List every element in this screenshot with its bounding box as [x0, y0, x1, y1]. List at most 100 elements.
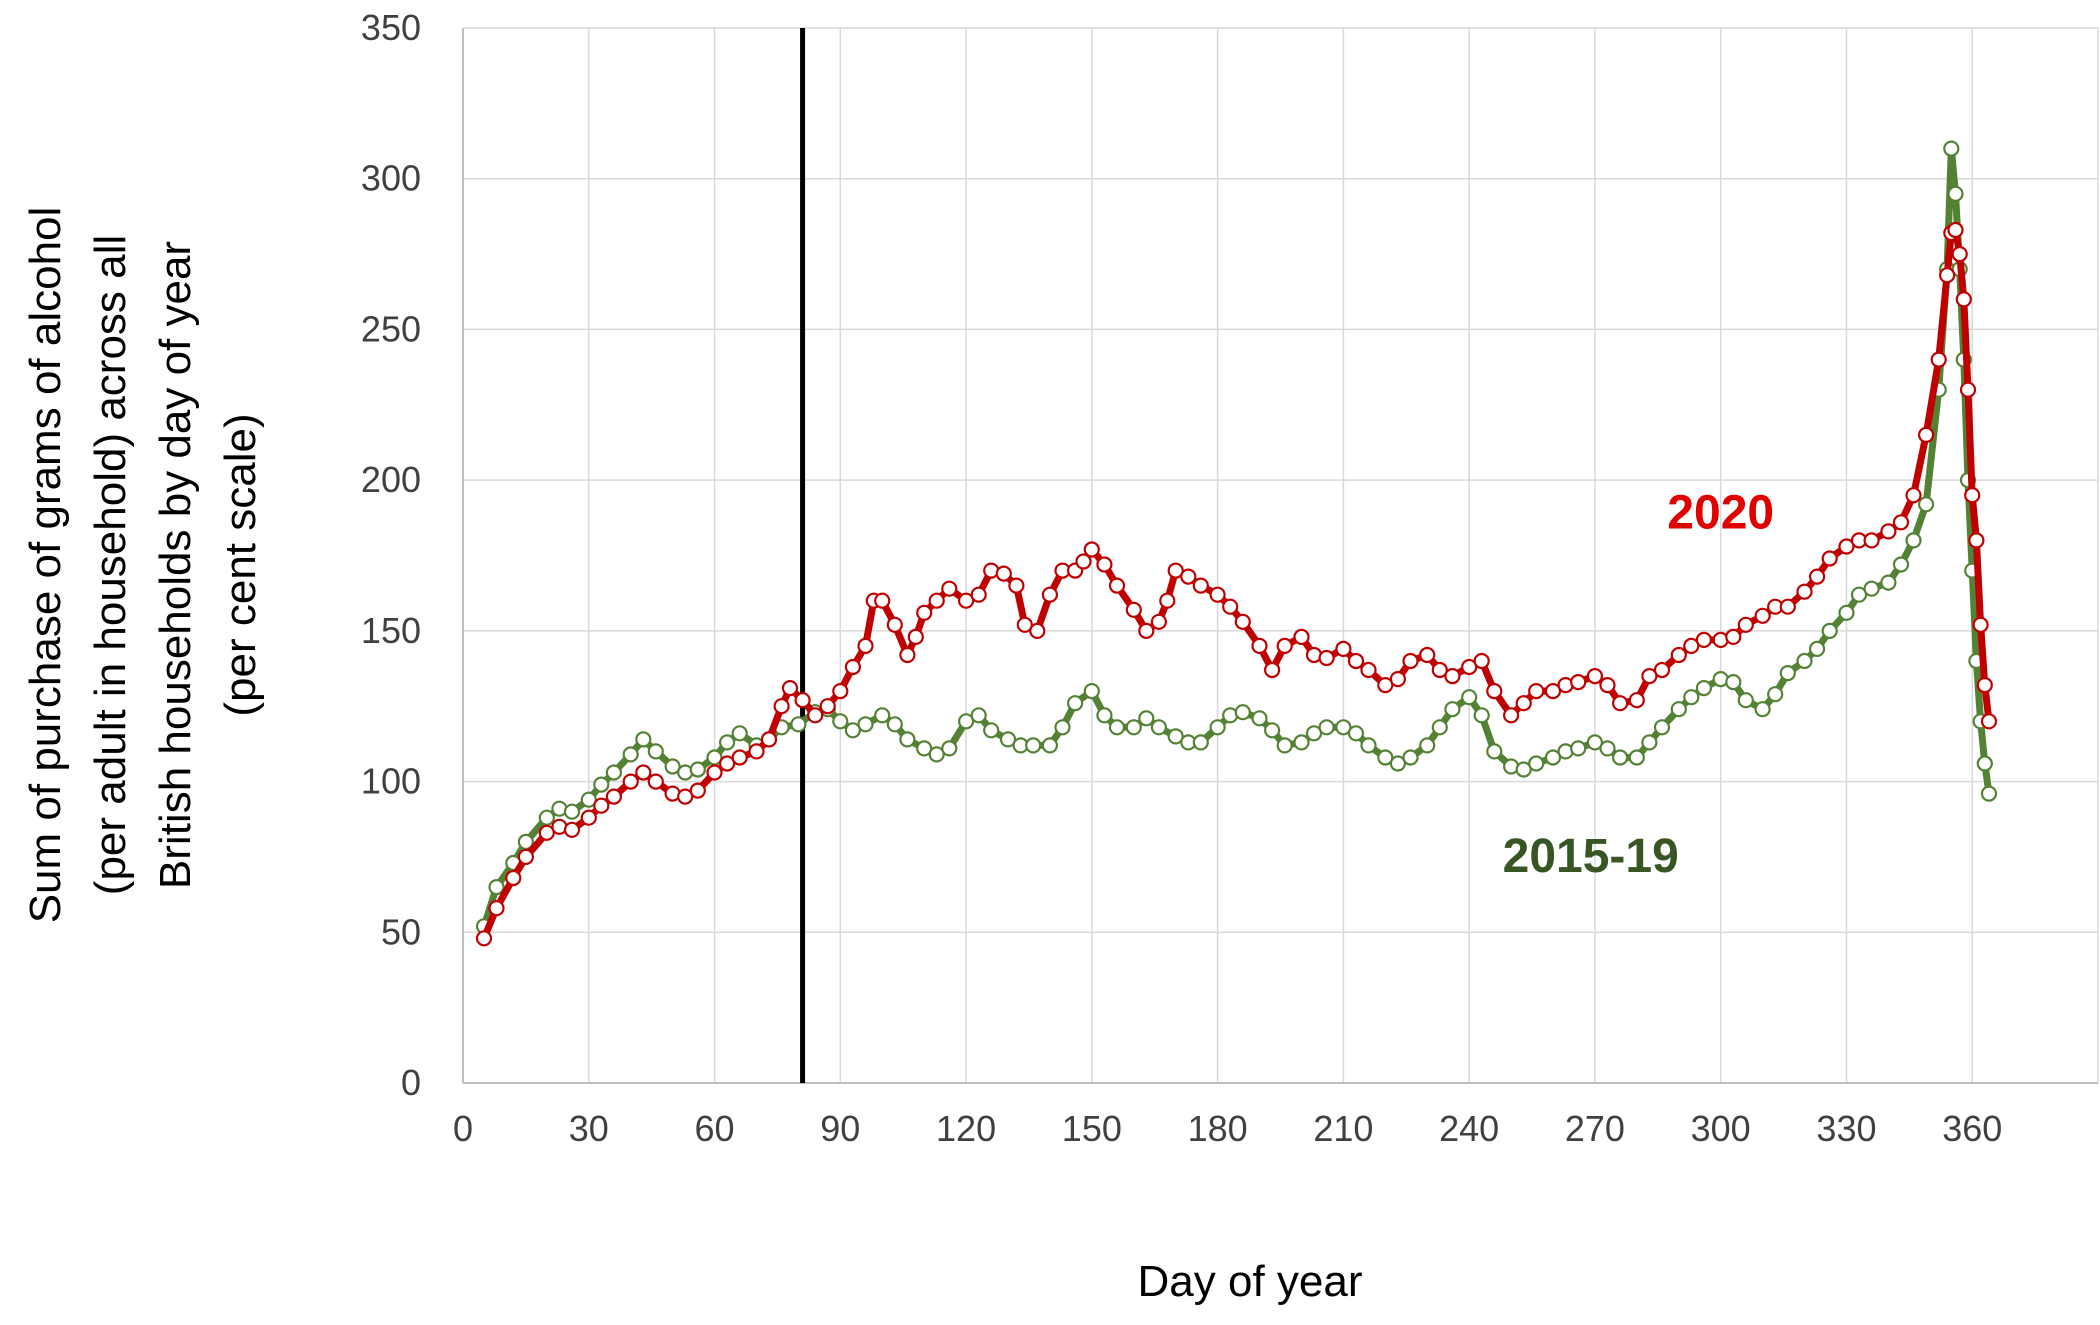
data-point [1473, 707, 1490, 724]
y-tick-label: 0 [401, 1062, 421, 1103]
data-point [1959, 381, 1977, 398]
x-tick-label: 0 [453, 1108, 473, 1149]
x-tick-label: 330 [1816, 1108, 1876, 1149]
data-point [1150, 719, 1168, 736]
data-point [773, 698, 790, 715]
x-tick-label: 360 [1942, 1108, 2002, 1149]
data-point [563, 821, 581, 838]
data-point [1695, 631, 1713, 649]
data-point [1335, 719, 1352, 736]
tick-labels: 0 30 60 90 120 150 180 210 240 270 300 330 360 0 50 100… [361, 7, 2002, 1149]
data-point [1905, 487, 1922, 504]
data-point [916, 740, 933, 757]
data-point [1947, 185, 1964, 202]
data-point [916, 604, 933, 621]
data-point [1586, 734, 1604, 751]
data-point [731, 725, 748, 742]
data-point [1159, 592, 1176, 609]
data-point [1025, 737, 1042, 754]
data-point [1234, 613, 1251, 630]
data-point [1683, 689, 1700, 706]
data-point [1892, 514, 1910, 531]
data-point [1808, 640, 1826, 658]
data-point [1377, 749, 1394, 766]
data-point [1754, 607, 1771, 624]
data-point [1880, 574, 1897, 591]
data-point [819, 698, 836, 715]
data-point [874, 707, 891, 724]
data-point [1167, 728, 1184, 745]
data-point [689, 761, 706, 778]
data-point [1167, 562, 1184, 579]
data-point [1528, 755, 1545, 772]
data-point [1737, 692, 1754, 709]
data-point [1838, 604, 1855, 621]
data-point [790, 716, 807, 733]
y-axis-title-line-1: Sum of purchase of grams of alcohol [21, 207, 70, 924]
x-tick-label: 300 [1691, 1108, 1751, 1149]
data-point [1444, 701, 1461, 718]
data-point [1611, 749, 1629, 766]
data-point [1096, 556, 1113, 573]
data-point [563, 803, 581, 820]
data-point [1670, 646, 1687, 664]
data-point [1850, 586, 1868, 603]
data-point [605, 788, 623, 805]
data-point [1544, 682, 1562, 700]
data-point [1754, 701, 1771, 718]
data-point [1976, 755, 1993, 772]
data-point [1389, 755, 1407, 772]
data-point [731, 749, 748, 766]
data-point [1125, 601, 1142, 618]
data-point [718, 734, 736, 751]
data-point [1628, 692, 1645, 709]
data-point [1234, 704, 1251, 721]
x-tick-label: 210 [1313, 1108, 1373, 1149]
data-point [1917, 426, 1935, 443]
data-point [664, 758, 681, 775]
data-point [1515, 695, 1532, 712]
data-point [1083, 682, 1100, 700]
data-point [538, 809, 555, 826]
data-point [1972, 616, 1989, 633]
data-point [844, 658, 862, 676]
data-point [1725, 673, 1742, 691]
data-point [928, 746, 945, 763]
data-point [1821, 622, 1838, 640]
data-point [1419, 646, 1436, 664]
data-point [1138, 622, 1155, 640]
data-point [857, 716, 874, 733]
data-point [1276, 637, 1293, 655]
data-point [1029, 622, 1046, 640]
data-point [886, 716, 903, 733]
data-point [580, 791, 597, 808]
data-point [832, 682, 849, 700]
data-point [1528, 682, 1545, 700]
data-point [1108, 719, 1126, 736]
data-point [1796, 652, 1813, 670]
data-point [1209, 719, 1226, 736]
data-point [1150, 613, 1168, 630]
data-point [941, 580, 958, 597]
data-point [1360, 661, 1377, 679]
data-point [1461, 658, 1478, 676]
data-point [1544, 749, 1562, 766]
data-point [1943, 140, 1960, 157]
data-point [941, 740, 958, 757]
y-tick-label: 200 [361, 459, 421, 500]
y-axis-title-line-3: British households by day of year [151, 241, 200, 889]
series-label: 2015-19 [1503, 830, 1679, 883]
data-point [1293, 628, 1310, 646]
data-point [1402, 652, 1419, 670]
data-point [475, 930, 493, 947]
data-point [1947, 221, 1964, 239]
data-point [1779, 598, 1796, 615]
data-point [1431, 719, 1448, 736]
data-point [517, 848, 535, 866]
series-label: 2020 [1667, 486, 1774, 539]
data-point [622, 746, 639, 763]
data-point [1444, 667, 1461, 685]
data-point [1209, 586, 1226, 603]
data-point [1586, 667, 1604, 685]
data-point [1641, 667, 1658, 685]
